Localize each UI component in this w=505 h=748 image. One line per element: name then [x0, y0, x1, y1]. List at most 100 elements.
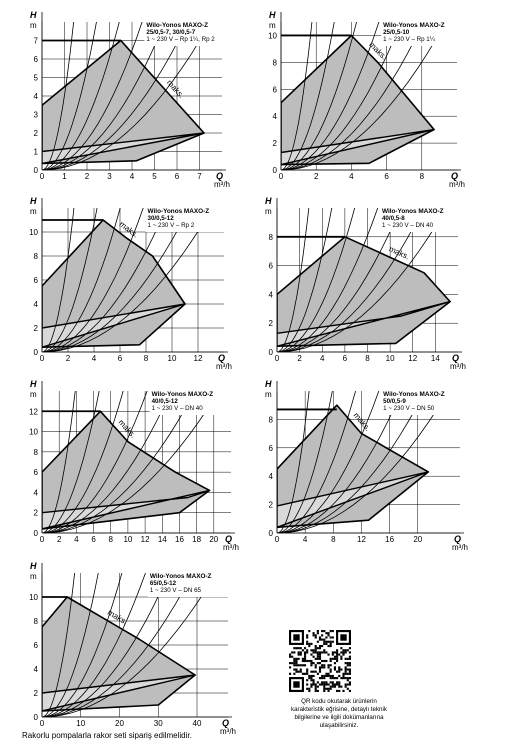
qr-module [316, 672, 319, 675]
system-curve-line [42, 22, 97, 170]
qr-module [327, 632, 330, 635]
y-axis-unit: m [30, 390, 37, 399]
qr-code-icon[interactable] [289, 630, 351, 692]
x-tick-label: 0 [40, 535, 45, 544]
qr-module [323, 674, 326, 678]
y-axis-label: H [30, 10, 37, 20]
qr-module [293, 664, 296, 667]
qr-module [316, 647, 319, 650]
qr-module [342, 649, 345, 652]
x-tick-label: 0 [40, 354, 45, 363]
system-curve-line [277, 208, 379, 352]
qr-module [314, 651, 317, 654]
x-tick-label: 6 [384, 172, 389, 181]
qr-module [340, 677, 343, 680]
y-tick-label: 4 [273, 112, 278, 121]
qr-module [329, 674, 332, 678]
x-tick-label: 4 [74, 535, 79, 544]
x-axis-unit: m³/h [220, 727, 236, 736]
y-axis-label: H [265, 379, 272, 389]
qr-module [297, 657, 300, 660]
qr-module [323, 664, 326, 667]
qr-module [303, 657, 307, 660]
y-tick-label: 0 [34, 166, 39, 175]
x-axis-label: Q [452, 353, 459, 363]
x-tick-label: 2 [66, 354, 71, 363]
qr-module [348, 662, 351, 665]
qr-module [308, 630, 311, 633]
qr-module [327, 689, 330, 692]
qr-module [325, 640, 328, 643]
system-curve-line [277, 391, 310, 533]
qr-module [293, 651, 296, 654]
x-tick-label: 4 [303, 535, 308, 544]
qr-module [312, 674, 315, 678]
qr-module [318, 670, 322, 673]
qr-module [323, 659, 326, 663]
qr-module [323, 687, 326, 690]
qr-module [301, 657, 304, 660]
min-curve-area [277, 300, 451, 347]
qr-module [327, 674, 330, 678]
chart-subtitle-line: 25/0,5-10 [383, 29, 410, 36]
qr-module [306, 640, 309, 643]
x-axis-unit: m³/h [449, 180, 465, 189]
system-curve-line [277, 391, 403, 533]
qr-module [327, 672, 330, 675]
qr-module [306, 687, 309, 690]
qr-module [323, 685, 326, 688]
qr-module [295, 659, 298, 663]
system-curves [42, 22, 212, 170]
system-curve-line [277, 391, 356, 533]
system-curve-line [281, 22, 357, 170]
x-tick-label: 8 [365, 354, 370, 363]
qr-module [299, 670, 302, 673]
qr-module [346, 662, 349, 665]
qr-module [333, 657, 337, 660]
x-tick-label: 12 [357, 535, 366, 544]
y-tick-label: 2 [34, 509, 39, 518]
x-tick-label: 4 [92, 354, 97, 363]
qr-module [336, 657, 339, 660]
title-background [147, 571, 228, 597]
qr-module [299, 651, 302, 654]
system-curve-line [42, 208, 98, 352]
y-tick-label: 10 [29, 228, 38, 237]
qr-module [297, 651, 300, 654]
qr-module [318, 647, 322, 650]
y-axis-label: H [30, 196, 37, 206]
qr-module [346, 679, 349, 682]
y-tick-label: 1 [34, 148, 39, 157]
qr-module [310, 659, 313, 663]
qr-module [346, 668, 349, 671]
x-tick-label: 40 [193, 719, 202, 728]
system-curve-line [42, 573, 194, 717]
system-curve-line [42, 208, 167, 352]
system-curve-line [42, 391, 196, 533]
qr-module [299, 653, 302, 656]
qr-module [338, 689, 341, 692]
min-curve-area [277, 471, 429, 528]
qr-module [306, 651, 309, 654]
qr-module [289, 655, 292, 658]
max-envelope-area [42, 39, 205, 165]
qr-module [338, 668, 341, 671]
y-tick-label: 6 [34, 55, 39, 64]
qr-module [306, 642, 309, 645]
qr-module [331, 685, 334, 688]
system-curve-line [42, 208, 214, 352]
chart-panel-6: 0 4 8 12 16 20 0 2 4 6 8 Hm Qm³/h Wilo-Yonos MAXO-Z50… [265, 379, 468, 552]
chart-title: Wilo-Yonos MAXO-Z [383, 22, 445, 29]
qr-module [342, 689, 345, 692]
system-curves [42, 573, 217, 717]
qr-module [308, 659, 311, 663]
qr-module [327, 666, 330, 669]
y-tick-label: 2 [269, 501, 274, 510]
chart-title: Wilo-Yonos MAXO-Z [148, 208, 210, 215]
qr-module [318, 638, 322, 641]
x-tick-label: 8 [420, 172, 425, 181]
qr-module [301, 659, 304, 663]
qr-module [344, 657, 347, 660]
y-tick-label: 6 [273, 85, 278, 94]
